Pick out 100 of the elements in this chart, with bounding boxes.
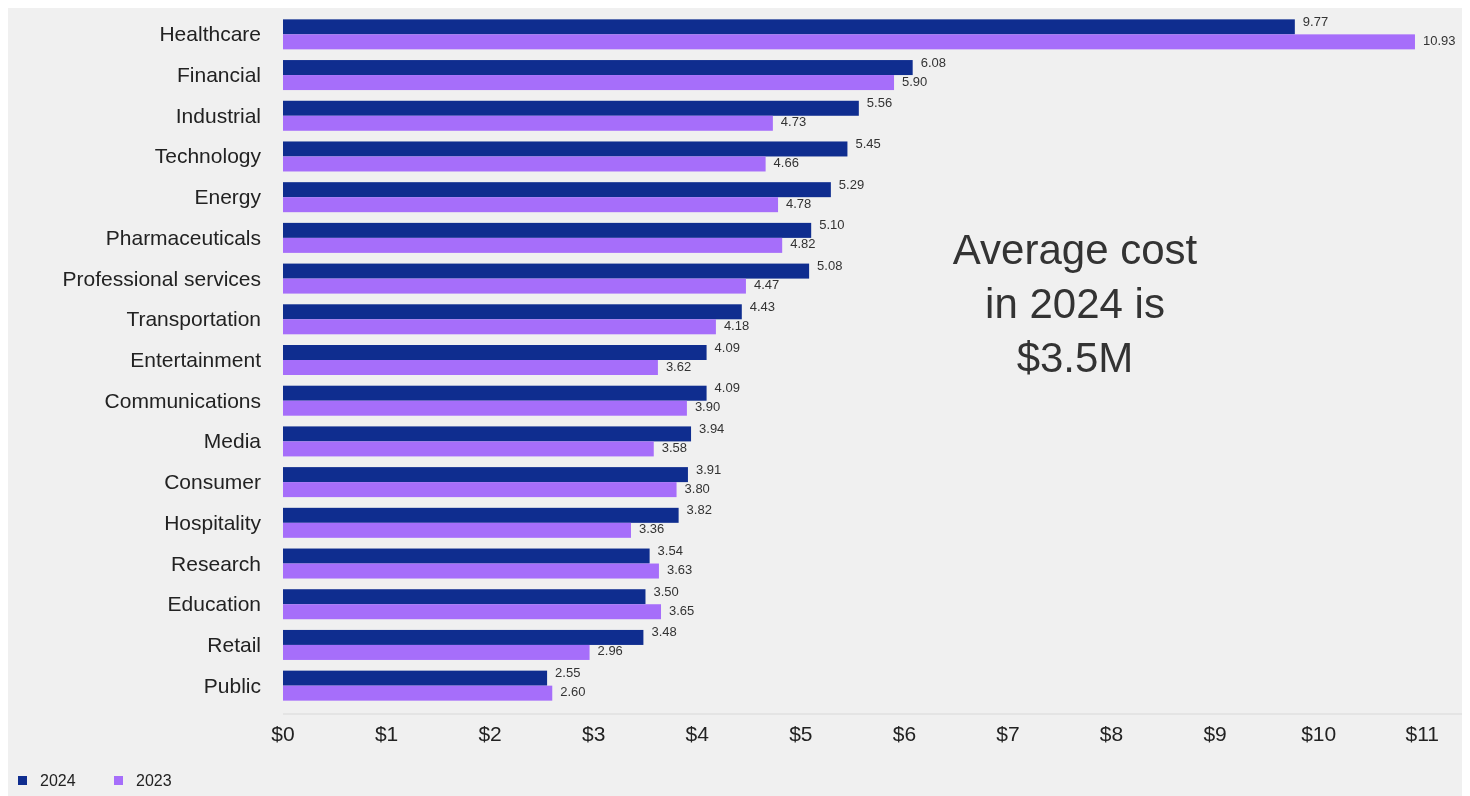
- bar: [283, 115, 773, 131]
- y-tick-label: Technology: [154, 144, 262, 168]
- y-tick-label: Financial: [176, 63, 261, 87]
- y-tick-label: Consumer: [164, 470, 261, 494]
- data-label: 3.82: [686, 502, 712, 518]
- x-tick-label: $9: [1203, 722, 1227, 745]
- data-label: 3.91: [695, 461, 722, 477]
- bar: [283, 278, 746, 294]
- bar: [283, 644, 590, 660]
- data-label: 2.60: [560, 684, 586, 700]
- y-tick-label: Education: [167, 592, 261, 616]
- data-label: 4.82: [790, 236, 816, 252]
- data-label: 3.36: [638, 521, 665, 537]
- y-tick-label: Entertainment: [130, 348, 262, 371]
- data-label: 5.08: [817, 258, 843, 274]
- data-label: 9.77: [1302, 13, 1329, 29]
- data-label: 3.54: [657, 543, 683, 559]
- data-label: 4.09: [714, 339, 740, 355]
- data-label: 5.90: [902, 73, 928, 89]
- data-label: 2.96: [597, 643, 623, 659]
- legend-label: 2024: [40, 772, 76, 789]
- bar: [283, 522, 631, 538]
- bar: [283, 360, 658, 375]
- data-label: 4.78: [786, 195, 812, 211]
- bar: [283, 467, 688, 483]
- y-tick-label: Hospitality: [164, 510, 262, 534]
- bar: [283, 507, 679, 523]
- data-label: 4.66: [773, 154, 799, 170]
- bar: [283, 345, 707, 360]
- x-tick-label: $8: [1099, 722, 1124, 745]
- bar: [283, 304, 742, 320]
- data-label: 3.62: [665, 358, 692, 374]
- x-tick-label: $10: [1301, 722, 1337, 745]
- bar: [283, 563, 659, 579]
- data-label: 3.58: [661, 439, 688, 455]
- data-label: 6.08: [920, 54, 946, 70]
- y-tick-label: Retail: [207, 632, 261, 656]
- bar: [283, 319, 716, 335]
- bar: [283, 75, 895, 91]
- data-label: 3.48: [651, 624, 677, 640]
- data-label: 4.47: [753, 277, 780, 293]
- data-label: 3.80: [684, 480, 710, 496]
- bar: [283, 19, 1295, 35]
- bar: [283, 222, 812, 238]
- bar: [283, 141, 848, 157]
- bar: [283, 482, 677, 498]
- y-tick-label: Professional services: [62, 266, 261, 290]
- y-tick-label: Energy: [194, 185, 262, 209]
- x-tick-label: $1: [374, 722, 399, 745]
- bar: [283, 156, 766, 172]
- data-label: 5.56: [866, 95, 893, 111]
- y-tick-label: Communications: [104, 388, 261, 412]
- x-tick-label: $0: [271, 722, 295, 745]
- x-tick-label: $6: [892, 722, 917, 745]
- bar: [283, 629, 644, 645]
- y-tick-label: Industrial: [175, 103, 261, 127]
- y-tick-label: Public: [203, 673, 261, 697]
- bar: [283, 426, 692, 442]
- x-tick-label: $3: [582, 722, 606, 745]
- y-tick-label: Media: [203, 429, 262, 453]
- data-label: 10.93: [1422, 32, 1456, 48]
- y-tick-label: Transportation: [126, 307, 261, 331]
- data-label: 3.94: [699, 420, 725, 436]
- data-label: 3.65: [669, 602, 695, 618]
- bar: [283, 604, 662, 620]
- bar: [283, 182, 831, 198]
- data-label: 3.50: [653, 583, 679, 599]
- bar: [283, 589, 646, 605]
- x-tick-label: $5: [789, 722, 813, 745]
- data-label: 4.73: [780, 114, 807, 130]
- bar: [283, 263, 810, 279]
- x-tick-label: $11: [1405, 722, 1439, 745]
- bar: [283, 385, 707, 401]
- bar: [283, 60, 913, 76]
- data-label: 3.90: [694, 399, 721, 415]
- legend-label: 2023: [136, 772, 172, 789]
- data-label: 4.09: [714, 380, 740, 396]
- bar: [283, 34, 1415, 50]
- data-label: 5.10: [819, 217, 845, 233]
- data-label: 5.45: [855, 135, 881, 151]
- data-label: 3.63: [666, 562, 693, 578]
- y-tick-label: Pharmaceuticals: [105, 225, 261, 249]
- y-tick-label: Research: [171, 551, 261, 575]
- y-tick-label: Healthcare: [159, 22, 261, 46]
- x-tick-label: $7: [996, 722, 1020, 745]
- data-label: 4.43: [749, 298, 776, 314]
- bar: [283, 548, 650, 564]
- x-tick-label: $4: [685, 722, 710, 745]
- bar: [283, 670, 548, 686]
- bar: [283, 100, 859, 116]
- bar: [283, 441, 654, 457]
- data-label: 2.55: [555, 665, 581, 681]
- annotation: Average cost in 2024 is $3.5M: [952, 226, 1198, 381]
- data-label: 5.29: [838, 176, 865, 192]
- bar: [283, 197, 779, 213]
- bar: [283, 237, 783, 253]
- bar: [283, 685, 553, 701]
- data-label: 4.18: [723, 317, 750, 333]
- x-tick-label: $2: [478, 722, 502, 745]
- bar: [283, 400, 687, 416]
